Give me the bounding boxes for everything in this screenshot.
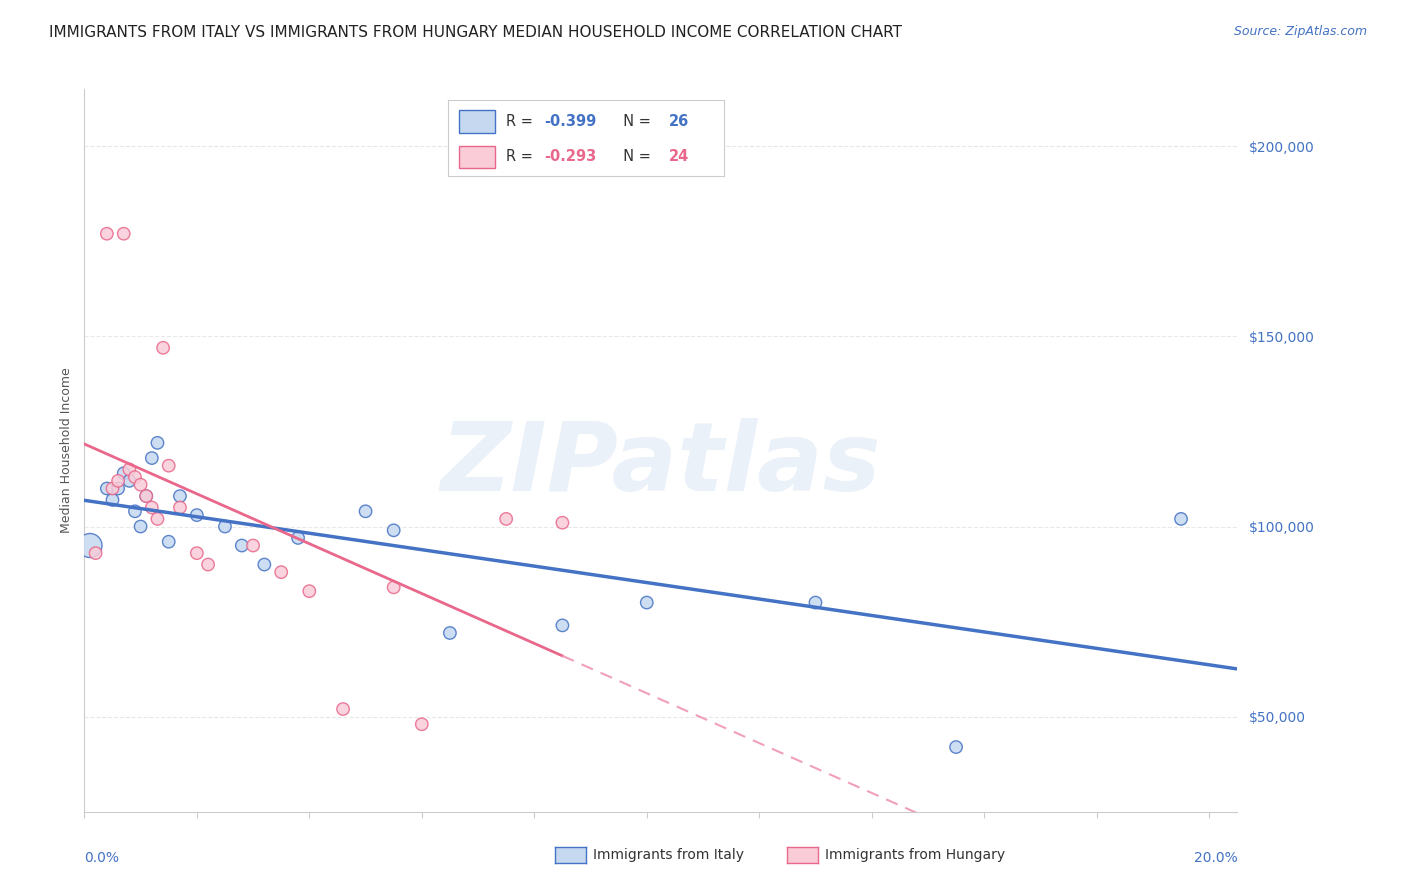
Point bbox=[124, 470, 146, 484]
Point bbox=[439, 626, 461, 640]
Text: Source: ZipAtlas.com: Source: ZipAtlas.com bbox=[1233, 25, 1367, 38]
Point bbox=[1170, 512, 1192, 526]
Point bbox=[214, 519, 236, 533]
Point bbox=[551, 516, 574, 530]
Point bbox=[332, 702, 354, 716]
Point bbox=[141, 500, 163, 515]
Text: ZIPatlas: ZIPatlas bbox=[440, 418, 882, 511]
Point bbox=[551, 618, 574, 632]
Point bbox=[298, 584, 321, 599]
Point bbox=[124, 504, 146, 518]
Point bbox=[287, 531, 309, 545]
Point bbox=[382, 524, 405, 538]
Point bbox=[186, 546, 208, 560]
Point bbox=[96, 227, 118, 241]
Point bbox=[157, 534, 180, 549]
Point bbox=[169, 489, 191, 503]
Point bbox=[231, 539, 253, 553]
Point bbox=[242, 539, 264, 553]
Point bbox=[411, 717, 433, 731]
Point bbox=[157, 458, 180, 473]
Point bbox=[495, 512, 517, 526]
Point bbox=[101, 482, 124, 496]
Point bbox=[354, 504, 377, 518]
Point bbox=[186, 508, 208, 522]
Point bbox=[146, 512, 169, 526]
Point bbox=[135, 489, 157, 503]
Point bbox=[135, 489, 157, 503]
Point bbox=[197, 558, 219, 572]
Point bbox=[146, 435, 169, 450]
Point bbox=[152, 341, 174, 355]
Text: IMMIGRANTS FROM ITALY VS IMMIGRANTS FROM HUNGARY MEDIAN HOUSEHOLD INCOME CORRELA: IMMIGRANTS FROM ITALY VS IMMIGRANTS FROM… bbox=[49, 25, 903, 40]
Point bbox=[112, 227, 135, 241]
Point bbox=[804, 596, 827, 610]
Point bbox=[945, 740, 967, 755]
Text: 0.0%: 0.0% bbox=[84, 852, 120, 865]
Point bbox=[84, 546, 107, 560]
Point bbox=[382, 580, 405, 594]
Text: Immigrants from Italy: Immigrants from Italy bbox=[593, 848, 744, 863]
Point bbox=[636, 596, 658, 610]
Point bbox=[118, 462, 141, 476]
Point bbox=[112, 467, 135, 481]
Text: 20.0%: 20.0% bbox=[1194, 852, 1237, 865]
Point bbox=[107, 474, 129, 488]
Y-axis label: Median Household Income: Median Household Income bbox=[60, 368, 73, 533]
Point bbox=[141, 451, 163, 466]
Point bbox=[96, 482, 118, 496]
Point bbox=[270, 565, 292, 579]
Point bbox=[129, 519, 152, 533]
Point bbox=[129, 477, 152, 491]
Point bbox=[118, 474, 141, 488]
Text: Immigrants from Hungary: Immigrants from Hungary bbox=[825, 848, 1005, 863]
Point bbox=[253, 558, 276, 572]
Point bbox=[101, 492, 124, 507]
Point bbox=[107, 482, 129, 496]
Point bbox=[169, 500, 191, 515]
Point bbox=[79, 539, 101, 553]
